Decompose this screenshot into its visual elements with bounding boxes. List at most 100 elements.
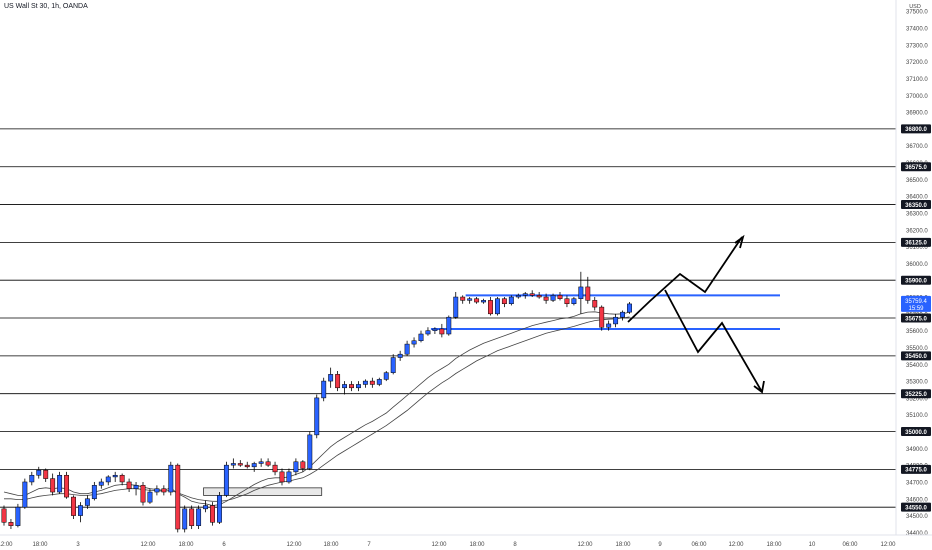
bullish-candle[interactable] xyxy=(36,466,42,479)
time-axis[interactable]: 12:00 18:00 3 12:00 18:00 6 12:00 18:00 7 12:00 18… xyxy=(0,534,932,548)
bearish-candle[interactable] xyxy=(265,458,271,467)
bullish-candle[interactable] xyxy=(397,350,403,361)
bullish-candle[interactable] xyxy=(432,327,438,335)
bullish-candle[interactable] xyxy=(182,505,188,533)
bullish-candle[interactable] xyxy=(223,461,229,498)
bearish-candle[interactable] xyxy=(564,295,570,308)
bullish-candle[interactable] xyxy=(105,475,111,486)
bullish-candle[interactable] xyxy=(362,379,368,388)
bullish-candle[interactable] xyxy=(217,492,222,524)
bullish-candle[interactable] xyxy=(425,327,431,336)
bearish-candle[interactable] xyxy=(50,473,56,496)
bearish-candle[interactable] xyxy=(349,381,354,392)
bearish-candle[interactable] xyxy=(64,471,69,499)
bullish-candle[interactable] xyxy=(29,471,35,486)
bullish-candle[interactable] xyxy=(342,381,348,395)
bullish-candle[interactable] xyxy=(376,377,382,387)
bullish-candle[interactable] xyxy=(613,313,619,328)
bullish-arrow-head[interactable] xyxy=(734,234,745,249)
bullish-candle[interactable] xyxy=(293,458,299,476)
bearish-candle[interactable] xyxy=(488,297,493,316)
bullish-candle[interactable] xyxy=(467,297,473,304)
bearish-candle[interactable] xyxy=(126,478,132,493)
bearish-projection-arrow[interactable] xyxy=(664,289,763,393)
bullish-candle[interactable] xyxy=(328,367,334,388)
bearish-candle[interactable] xyxy=(119,473,125,486)
bullish-candle[interactable] xyxy=(508,295,514,306)
bullish-candle[interactable] xyxy=(251,461,257,472)
bullish-candle[interactable] xyxy=(91,481,97,501)
consolidation-box[interactable] xyxy=(203,487,323,496)
bullish-candle[interactable] xyxy=(15,503,21,528)
bullish-candle[interactable] xyxy=(147,488,153,504)
bearish-candle[interactable] xyxy=(1,505,7,526)
bullish-candle[interactable] xyxy=(522,291,528,299)
bearish-candle[interactable] xyxy=(585,276,591,304)
bullish-candle[interactable] xyxy=(606,320,612,331)
bullish-candle[interactable] xyxy=(168,461,174,496)
bullish-candle[interactable] xyxy=(515,293,521,299)
bearish-candle[interactable] xyxy=(300,460,306,472)
bearish-candle[interactable] xyxy=(43,468,49,482)
bearish-candle[interactable] xyxy=(369,377,375,388)
bearish-candle[interactable] xyxy=(140,481,146,506)
bullish-candle[interactable] xyxy=(321,377,327,402)
bullish-candle[interactable] xyxy=(550,293,556,303)
bearish-candle[interactable] xyxy=(460,295,466,304)
bullish-candle[interactable] xyxy=(627,302,632,314)
bullish-candle[interactable] xyxy=(133,481,139,496)
bullish-candle[interactable] xyxy=(154,485,160,496)
candle-body xyxy=(335,374,341,389)
bearish-candle[interactable] xyxy=(557,291,563,301)
bullish-candle[interactable] xyxy=(411,337,417,348)
bullish-candle[interactable] xyxy=(446,315,452,336)
bullish-candle[interactable] xyxy=(481,298,487,304)
bullish-candle[interactable] xyxy=(84,495,90,509)
bearish-candle[interactable] xyxy=(543,293,549,304)
bullish-candle[interactable] xyxy=(390,354,396,375)
bullish-candle[interactable] xyxy=(383,370,389,382)
candle-body xyxy=(196,508,202,526)
bearish-candle[interactable] xyxy=(501,297,507,308)
bullish-candle[interactable] xyxy=(258,458,264,467)
bullish-candle[interactable] xyxy=(495,297,500,316)
bearish-candle[interactable] xyxy=(237,460,243,467)
bullish-candle[interactable] xyxy=(112,471,118,482)
bearish-arrow-head[interactable] xyxy=(753,380,765,394)
bearish-candle[interactable] xyxy=(175,463,181,533)
bullish-candle[interactable] xyxy=(578,271,584,314)
bullish-candle[interactable] xyxy=(356,381,361,392)
bullish-candle[interactable] xyxy=(203,500,209,513)
bearish-candle[interactable] xyxy=(599,305,605,331)
bullish-projection-arrow[interactable] xyxy=(627,236,743,323)
bullish-candle[interactable] xyxy=(620,310,625,321)
bearish-candle[interactable] xyxy=(189,505,195,530)
bearish-candle[interactable] xyxy=(210,502,215,526)
bearish-candle[interactable] xyxy=(8,518,14,530)
bearish-candle[interactable] xyxy=(592,297,598,311)
bearish-candle[interactable] xyxy=(244,461,250,469)
bearish-candle[interactable] xyxy=(439,323,445,338)
bullish-candle[interactable] xyxy=(404,340,410,356)
bearish-candle[interactable] xyxy=(272,461,278,476)
bearish-candle[interactable] xyxy=(536,291,542,299)
bearish-candle[interactable] xyxy=(161,485,167,496)
bullish-candle[interactable] xyxy=(307,431,313,471)
bearish-candle[interactable] xyxy=(529,290,535,298)
bullish-candle[interactable] xyxy=(571,297,577,306)
bullish-candle[interactable] xyxy=(453,291,459,319)
bearish-candle[interactable] xyxy=(335,370,341,392)
bullish-candle[interactable] xyxy=(418,330,424,343)
bullish-candle[interactable] xyxy=(230,458,236,469)
bearish-candle[interactable] xyxy=(71,495,76,519)
bullish-candle[interactable] xyxy=(196,505,202,530)
bullish-candle[interactable] xyxy=(57,471,63,494)
bullish-candle[interactable] xyxy=(286,468,292,484)
bearish-candle[interactable] xyxy=(279,468,285,486)
bullish-candle[interactable] xyxy=(98,478,104,489)
bearish-candle[interactable] xyxy=(474,297,480,304)
bullish-candle[interactable] xyxy=(314,394,320,439)
bullish-candle[interactable] xyxy=(78,502,83,523)
bullish-candle[interactable] xyxy=(22,478,28,509)
